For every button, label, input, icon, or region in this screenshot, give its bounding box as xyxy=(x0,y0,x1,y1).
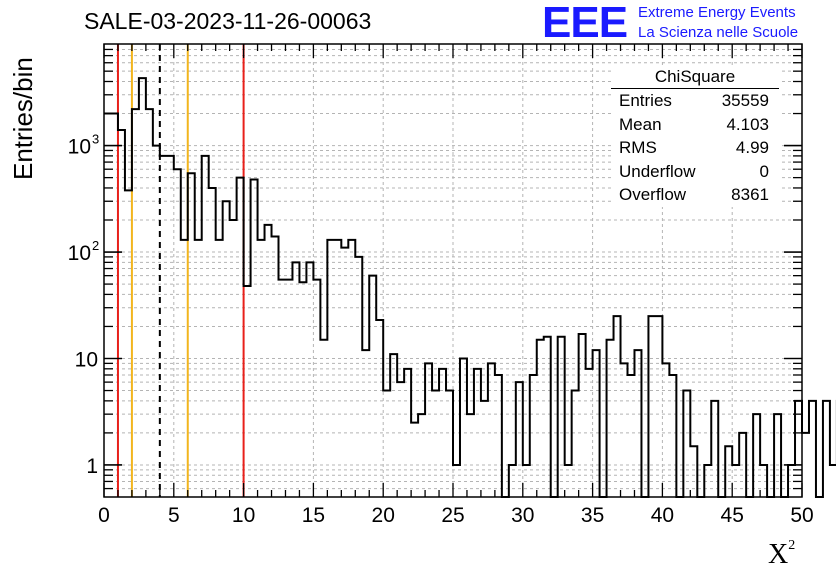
eee-logo: EEE Extreme Energy Events La Scienza nel… xyxy=(542,0,832,47)
x-tick-label: 35 xyxy=(581,504,604,527)
x-axis-label: X2 xyxy=(768,538,795,571)
reference-lines xyxy=(116,44,245,497)
stat-label: Overflow xyxy=(619,185,687,204)
stat-row-overflow: Overflow 8361 xyxy=(611,183,779,207)
y-tick-label: 10 xyxy=(68,136,91,159)
stat-value: 0 xyxy=(759,161,769,181)
y-tick-label: 10 xyxy=(75,348,98,371)
stat-row-entries: Entries 35559 xyxy=(611,89,779,113)
histogram-series xyxy=(104,77,836,498)
stat-value: 35559 xyxy=(721,91,769,110)
x-tick-label: 20 xyxy=(372,504,395,527)
stat-value: 4.103 xyxy=(726,114,769,134)
stat-value: 8361 xyxy=(731,185,769,204)
x-tick-label: 15 xyxy=(302,504,325,527)
stat-label: Underflow xyxy=(619,161,696,181)
stat-row-rms: RMS 4.99 xyxy=(611,136,779,160)
stat-row-mean: Mean 4.103 xyxy=(611,113,779,137)
x-tick-label: 40 xyxy=(651,504,674,527)
y-axis-label: Entries/bin xyxy=(8,57,38,180)
stat-label: Mean xyxy=(619,114,662,134)
y-tick-label: 10 xyxy=(68,242,91,265)
x-tick-label: 25 xyxy=(441,504,464,527)
x-tick-label: 50 xyxy=(790,504,813,527)
x-axis-label-text: X xyxy=(768,539,789,570)
x-tick-label: 0 xyxy=(98,504,110,527)
y-tick-label-exponent: 2 xyxy=(92,238,99,253)
x-tick-label: 5 xyxy=(168,504,180,527)
logo-line-2: La Scienza nelle Scuole xyxy=(638,24,799,41)
chart-title: SALE-03-2023-11-26-00063 xyxy=(84,8,372,34)
y-tick-label: 1 xyxy=(86,455,98,478)
stats-box: ChiSquare Entries 35559 Mean 4.103 RMS 4… xyxy=(611,66,779,207)
stat-row-underflow: Underflow 0 xyxy=(611,160,779,184)
x-tick-label: 30 xyxy=(511,504,534,527)
x-tick-label: 45 xyxy=(721,504,744,527)
axis-ticks xyxy=(103,44,803,497)
stat-value: 4.99 xyxy=(735,138,769,157)
logo-mark: EEE xyxy=(542,0,628,47)
stat-label: Entries xyxy=(619,91,672,110)
stats-title: ChiSquare xyxy=(611,66,779,89)
stat-label: RMS xyxy=(619,138,657,157)
y-tick-label-exponent: 3 xyxy=(92,132,99,147)
x-axis-label-superscript: 2 xyxy=(788,538,796,553)
x-tick-label: 10 xyxy=(232,504,255,527)
logo-line-1: Extreme Energy Events xyxy=(638,4,796,21)
